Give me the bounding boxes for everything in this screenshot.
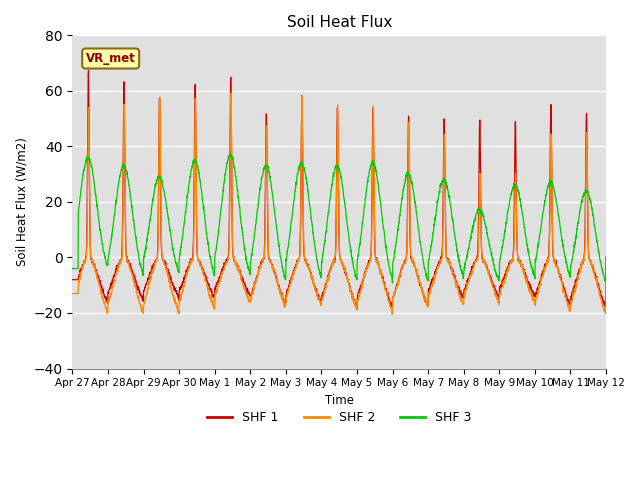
Title: Soil Heat Flux: Soil Heat Flux — [287, 15, 392, 30]
SHF 1 — [68, 277, 76, 283]
SHF 3 — [68, 266, 76, 272]
SHF 2 — [227, 90, 235, 96]
Legend: SHF 1, SHF 2, SHF 3: SHF 1, SHF 2, SHF 3 — [202, 406, 476, 429]
Line: SHF 2: SHF 2 — [72, 93, 606, 314]
SHF 3 — [602, 254, 610, 260]
SHF 2 — [218, 272, 225, 278]
SHF 3 — [355, 250, 362, 256]
SHF 1 — [367, 256, 374, 262]
SHF 2 — [355, 293, 362, 299]
SHF 2 — [570, 288, 578, 294]
SHF 3 — [556, 218, 563, 224]
SHF 3 — [570, 242, 578, 248]
SHF 3 — [388, 280, 396, 286]
SHF 3 — [495, 276, 502, 282]
SHF 1 — [84, 68, 92, 73]
SHF 2 — [388, 312, 396, 317]
SHF 1 — [495, 295, 502, 301]
SHF 1 — [218, 268, 225, 274]
SHF 2 — [602, 255, 610, 261]
SHF 1 — [602, 254, 610, 260]
SHF 3 — [367, 166, 374, 171]
SHF 2 — [68, 291, 76, 297]
SHF 3 — [218, 204, 225, 210]
SHF 2 — [495, 298, 502, 304]
X-axis label: Time: Time — [324, 394, 354, 407]
SHF 1 — [556, 270, 563, 276]
SHF 2 — [556, 272, 563, 278]
SHF 1 — [355, 291, 363, 297]
Y-axis label: Soil Heat Flux (W/m2): Soil Heat Flux (W/m2) — [15, 137, 28, 266]
SHF 1 — [570, 283, 578, 289]
SHF 2 — [367, 254, 374, 260]
SHF 1 — [353, 306, 361, 312]
Line: SHF 1: SHF 1 — [72, 71, 606, 309]
Text: VR_met: VR_met — [86, 52, 136, 65]
Line: SHF 3: SHF 3 — [72, 154, 606, 283]
SHF 3 — [226, 151, 234, 156]
